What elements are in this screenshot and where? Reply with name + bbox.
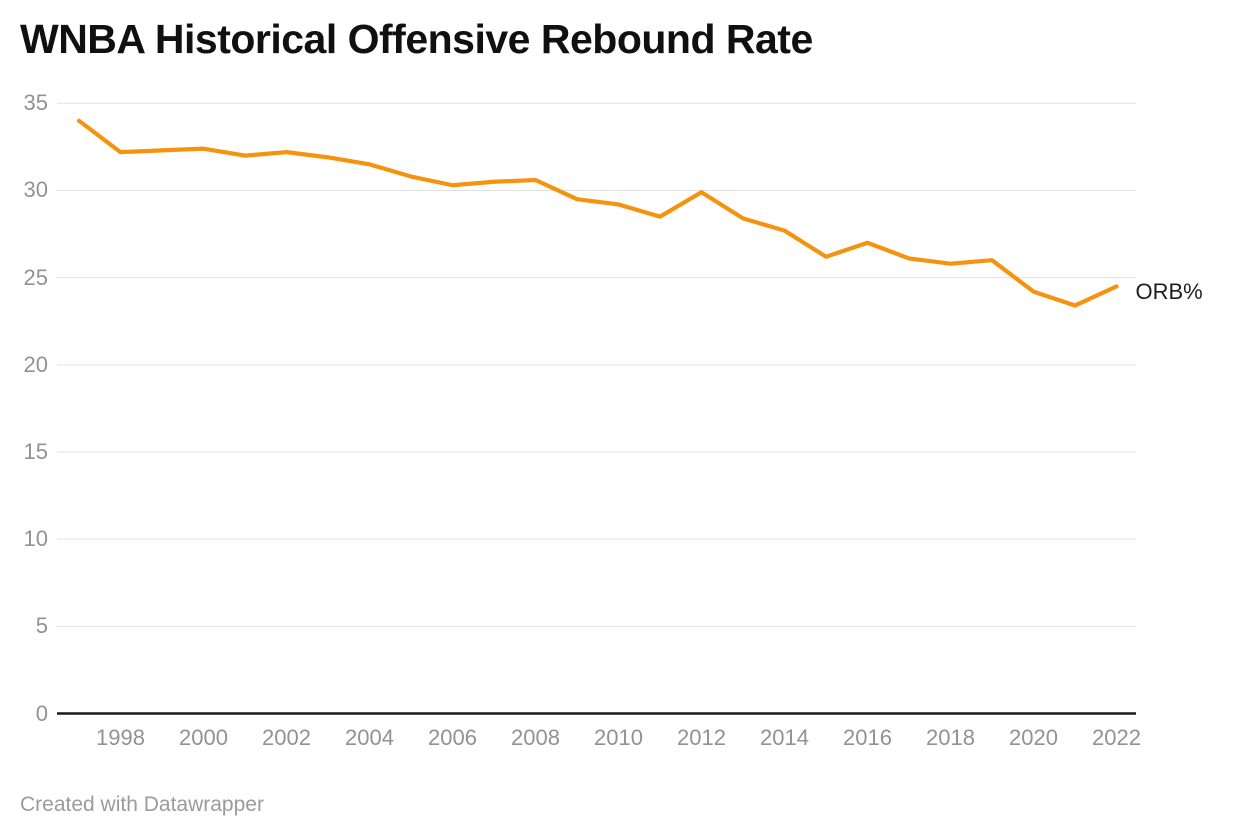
x-axis-tick-label: 2012: [677, 725, 726, 750]
y-axis-tick-label: 30: [23, 177, 48, 203]
attribution: Created with Datawrapper: [20, 793, 264, 816]
orb-line-series: [76, 118, 1119, 308]
y-axis-tick-label: 5: [35, 613, 48, 639]
y-axis-tick-label: 20: [23, 351, 48, 377]
x-axis-tick-label: 2014: [760, 725, 809, 750]
y-axis-tick-label: 0: [35, 700, 48, 726]
series-label: ORB%: [1135, 279, 1203, 305]
x-axis-tick-label: 2004: [345, 725, 394, 750]
x-axis-tick-label: 2016: [843, 725, 892, 750]
y-axis-tick-label: 10: [23, 526, 48, 552]
x-axis-tick-label: 2006: [428, 725, 477, 750]
x-axis-tick-label: 2008: [511, 725, 560, 750]
x-axis-tick-label: 2018: [926, 725, 975, 750]
x-axis-tick-label: 2010: [594, 725, 643, 750]
x-axis-tick-label: 2000: [179, 725, 228, 750]
y-axis-tick-label: 15: [23, 438, 48, 464]
x-axis-tick-label: 2022: [1092, 725, 1141, 750]
y-axis-tick-label: 25: [23, 264, 48, 290]
x-axis-tick-label: 2002: [262, 725, 311, 750]
x-axis-tick-label: 2020: [1009, 725, 1058, 750]
y-axis-tick-label: 35: [23, 90, 48, 116]
x-axis-tick-label: 1998: [96, 725, 145, 750]
chart-title: WNBA Historical Offensive Rebound Rate: [20, 16, 813, 62]
